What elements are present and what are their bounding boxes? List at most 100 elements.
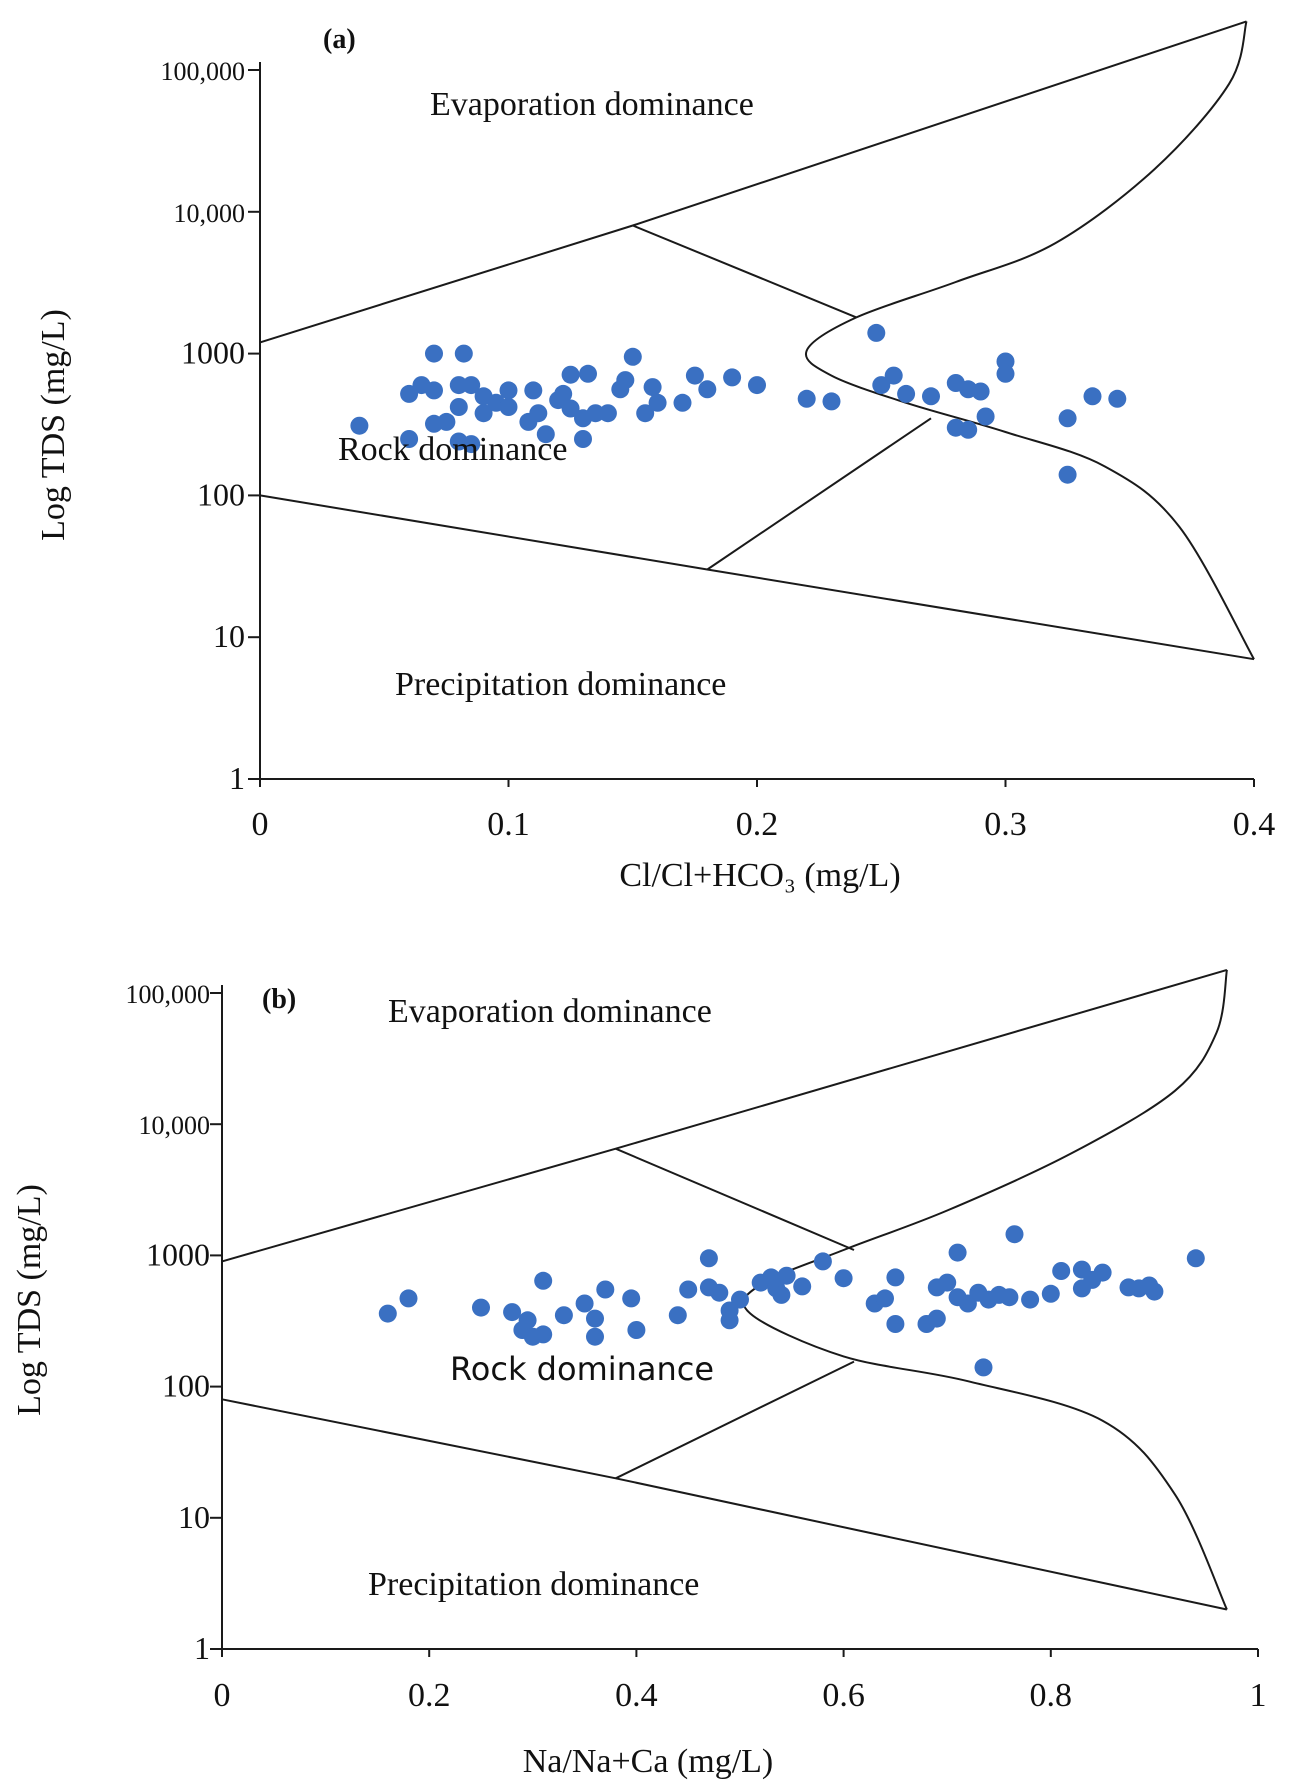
panel-b-data-point bbox=[472, 1298, 490, 1317]
panel-a-label: (a) bbox=[323, 24, 356, 55]
panel-b-data-point bbox=[948, 1243, 967, 1262]
panel-a-y-tick-label: 1 bbox=[229, 760, 245, 796]
panel-a-y-tick-label: 1000 bbox=[181, 335, 245, 371]
panel-a-data-point bbox=[579, 364, 597, 383]
panel-a-y-tick-label: 100 bbox=[197, 476, 245, 512]
panel-b-x-tick-label: 0.8 bbox=[1030, 1677, 1073, 1714]
panel-a-data-point bbox=[425, 381, 443, 400]
panel-a-data-point bbox=[685, 366, 704, 385]
panel-b-y-axis-label: Log TDS (mg/L) bbox=[11, 1184, 48, 1416]
panel-b-data-point bbox=[1186, 1249, 1205, 1268]
panel-b-data-point bbox=[627, 1321, 646, 1339]
panel-b-boundary-split-lower bbox=[615, 1360, 855, 1480]
panel-b: (b) 1 10 100 1000 10,000 100,000 0 0.2 0.4 0.6 0.8… bbox=[11, 968, 1267, 1780]
panel-a-boundary-split-lower bbox=[706, 417, 932, 571]
panel-a-data-point bbox=[643, 378, 662, 397]
panel-b-y-tick-label: 100 bbox=[162, 1368, 210, 1404]
panel-b-y-tick-label: 10 bbox=[178, 1499, 210, 1535]
panel-b-x-tick-label: 0.2 bbox=[408, 1677, 451, 1714]
panel-a-data-point bbox=[636, 404, 655, 423]
panel-a-x-tick-label: 0.2 bbox=[736, 806, 779, 843]
panel-b-data-point bbox=[974, 1358, 993, 1377]
panel-a-data-point bbox=[797, 389, 816, 408]
panel-b-boundary-upper bbox=[221, 968, 1228, 1263]
panel-b-data-point bbox=[699, 1249, 718, 1268]
panel-b-data-point bbox=[793, 1277, 812, 1296]
panel-b-data-point bbox=[668, 1306, 687, 1325]
panel-b-y-tick-label: 100,000 bbox=[126, 980, 211, 1009]
panel-b-data-point bbox=[1041, 1284, 1060, 1303]
panel-a-boundary-lower bbox=[259, 494, 1255, 661]
panel-b-data-point bbox=[731, 1290, 749, 1309]
panel-a-data-point bbox=[529, 404, 548, 423]
panel-b-data-point bbox=[886, 1268, 905, 1287]
panel-a-region-rock: Rock dominance bbox=[338, 431, 567, 468]
panel-a-data-point bbox=[1058, 465, 1077, 484]
panel-a-data-point bbox=[996, 364, 1015, 383]
panel-b-data-point bbox=[938, 1273, 957, 1292]
panel-a-boundary-split-upper bbox=[632, 224, 857, 319]
panel-b-data-point bbox=[575, 1294, 594, 1313]
panel-a-data-point bbox=[884, 366, 903, 385]
panel-a-data-point bbox=[499, 381, 518, 400]
panel-a-data-point bbox=[698, 380, 717, 399]
panel-b-x-tick-label: 0.4 bbox=[615, 1677, 658, 1714]
panel-a-data-point bbox=[474, 404, 493, 423]
panel-a-data-point bbox=[1058, 409, 1077, 428]
panel-a-data-point bbox=[400, 430, 419, 448]
panel-a: (a) 1 10 100 1000 10,000 100,000 0 0.1 0.2 0.3 0.4… bbox=[35, 20, 1275, 894]
panel-a-data-point bbox=[524, 381, 543, 400]
panel-a-data-point bbox=[554, 384, 573, 403]
panel-b-data-point bbox=[534, 1325, 553, 1344]
panel-a-data-point bbox=[996, 352, 1015, 371]
panel-a-data-point bbox=[574, 430, 592, 448]
panel-a-data-point bbox=[462, 376, 481, 395]
panel-b-y-tick-label: 1 bbox=[194, 1630, 210, 1666]
panel-b-x-axis-label: Na/Na+Ca (mg/L) bbox=[523, 1743, 773, 1780]
panel-b-region-rock: Rock dominance bbox=[450, 1350, 714, 1388]
panel-a-data-point bbox=[648, 393, 667, 412]
panel-a-x-tick-label: 0 bbox=[252, 806, 269, 843]
panel-a-data-point bbox=[350, 416, 369, 435]
panel-a-region-evaporation: Evaporation dominance bbox=[430, 86, 754, 123]
panel-a-data-point bbox=[561, 399, 580, 418]
panel-a-data-point bbox=[673, 393, 692, 412]
panel-b-label: (b) bbox=[262, 984, 296, 1015]
panel-a-data-point bbox=[1083, 387, 1102, 406]
panel-a-data-point bbox=[561, 365, 580, 384]
panel-b-data-point bbox=[596, 1280, 615, 1299]
panel-a-y-tick-label: 10,000 bbox=[174, 199, 246, 228]
panel-a-data-point bbox=[616, 371, 635, 390]
panel-b-data-point bbox=[813, 1252, 832, 1271]
panel-a-boundary-upper bbox=[259, 20, 1247, 344]
panel-b-data-point bbox=[834, 1269, 853, 1288]
panel-a-data-point bbox=[872, 376, 891, 395]
panel-a-data-point bbox=[922, 387, 940, 406]
panel-a-data-point bbox=[822, 392, 841, 411]
panel-b-data-point bbox=[622, 1289, 641, 1308]
panel-b-data-point bbox=[518, 1311, 537, 1330]
panel-b-x-tick-label: 1 bbox=[1250, 1677, 1267, 1714]
panel-a-data-point bbox=[462, 435, 481, 454]
panel-b-boundary-split-upper bbox=[615, 1147, 855, 1251]
panel-a-region-precipitation: Precipitation dominance bbox=[395, 666, 726, 703]
panel-b-marks: 1 10 100 1000 10,000 100,000 0 0.2 0.4 0.6 0.8 1 bbox=[126, 968, 1267, 1714]
panel-b-data-point bbox=[1093, 1263, 1112, 1282]
panel-b-data-point bbox=[679, 1280, 698, 1299]
panel-a-boundary-curve bbox=[804, 21, 1255, 660]
panel-b-data-point bbox=[586, 1309, 604, 1328]
panel-b-data-point bbox=[772, 1285, 791, 1304]
panel-b-data-point bbox=[1145, 1282, 1164, 1301]
panel-a-data-point bbox=[959, 420, 978, 439]
panel-a-data-point bbox=[437, 412, 456, 431]
panel-a-data-point bbox=[897, 384, 916, 403]
panel-b-data-point bbox=[927, 1309, 946, 1328]
panel-a-x-tick-label: 0.3 bbox=[984, 806, 1027, 843]
panel-b-data-point bbox=[720, 1311, 739, 1330]
panel-b-region-precipitation: Precipitation dominance bbox=[368, 1566, 699, 1603]
panel-b-data-point bbox=[399, 1289, 418, 1308]
panel-b-x-tick-label: 0 bbox=[214, 1677, 231, 1714]
panel-a-y-tick-label: 100,000 bbox=[161, 57, 246, 86]
panel-b-data-point bbox=[534, 1271, 553, 1290]
